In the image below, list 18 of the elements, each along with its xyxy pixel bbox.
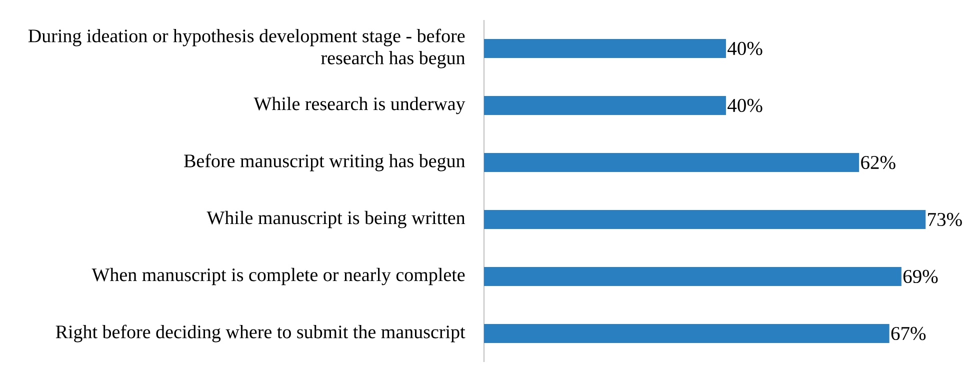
y-tick-label: Right before deciding where to submit the manuscript [56, 324, 466, 342]
data-label: 62% [861, 156, 896, 170]
bar [484, 153, 860, 172]
data-label: 69% [903, 270, 938, 284]
bar [484, 96, 726, 116]
y-tick-label: While manuscript is being written [206, 210, 466, 228]
y-tick-label: During ideation or hypothesis development stage - before research has begun [28, 28, 466, 68]
data-label: 67% [891, 326, 926, 340]
data-label: 73% [928, 212, 962, 226]
bar [484, 324, 890, 344]
y-tick-label: Before manuscript writing has begun [184, 154, 465, 172]
bar [484, 267, 902, 286]
data-label: 40% [728, 42, 762, 56]
y-tick-label: When manuscript is complete or nearly complete [92, 268, 465, 286]
y-tick-label: While research is underway [254, 96, 466, 114]
bar [484, 39, 726, 58]
data-label: 40% [728, 98, 762, 112]
bar [484, 210, 926, 230]
